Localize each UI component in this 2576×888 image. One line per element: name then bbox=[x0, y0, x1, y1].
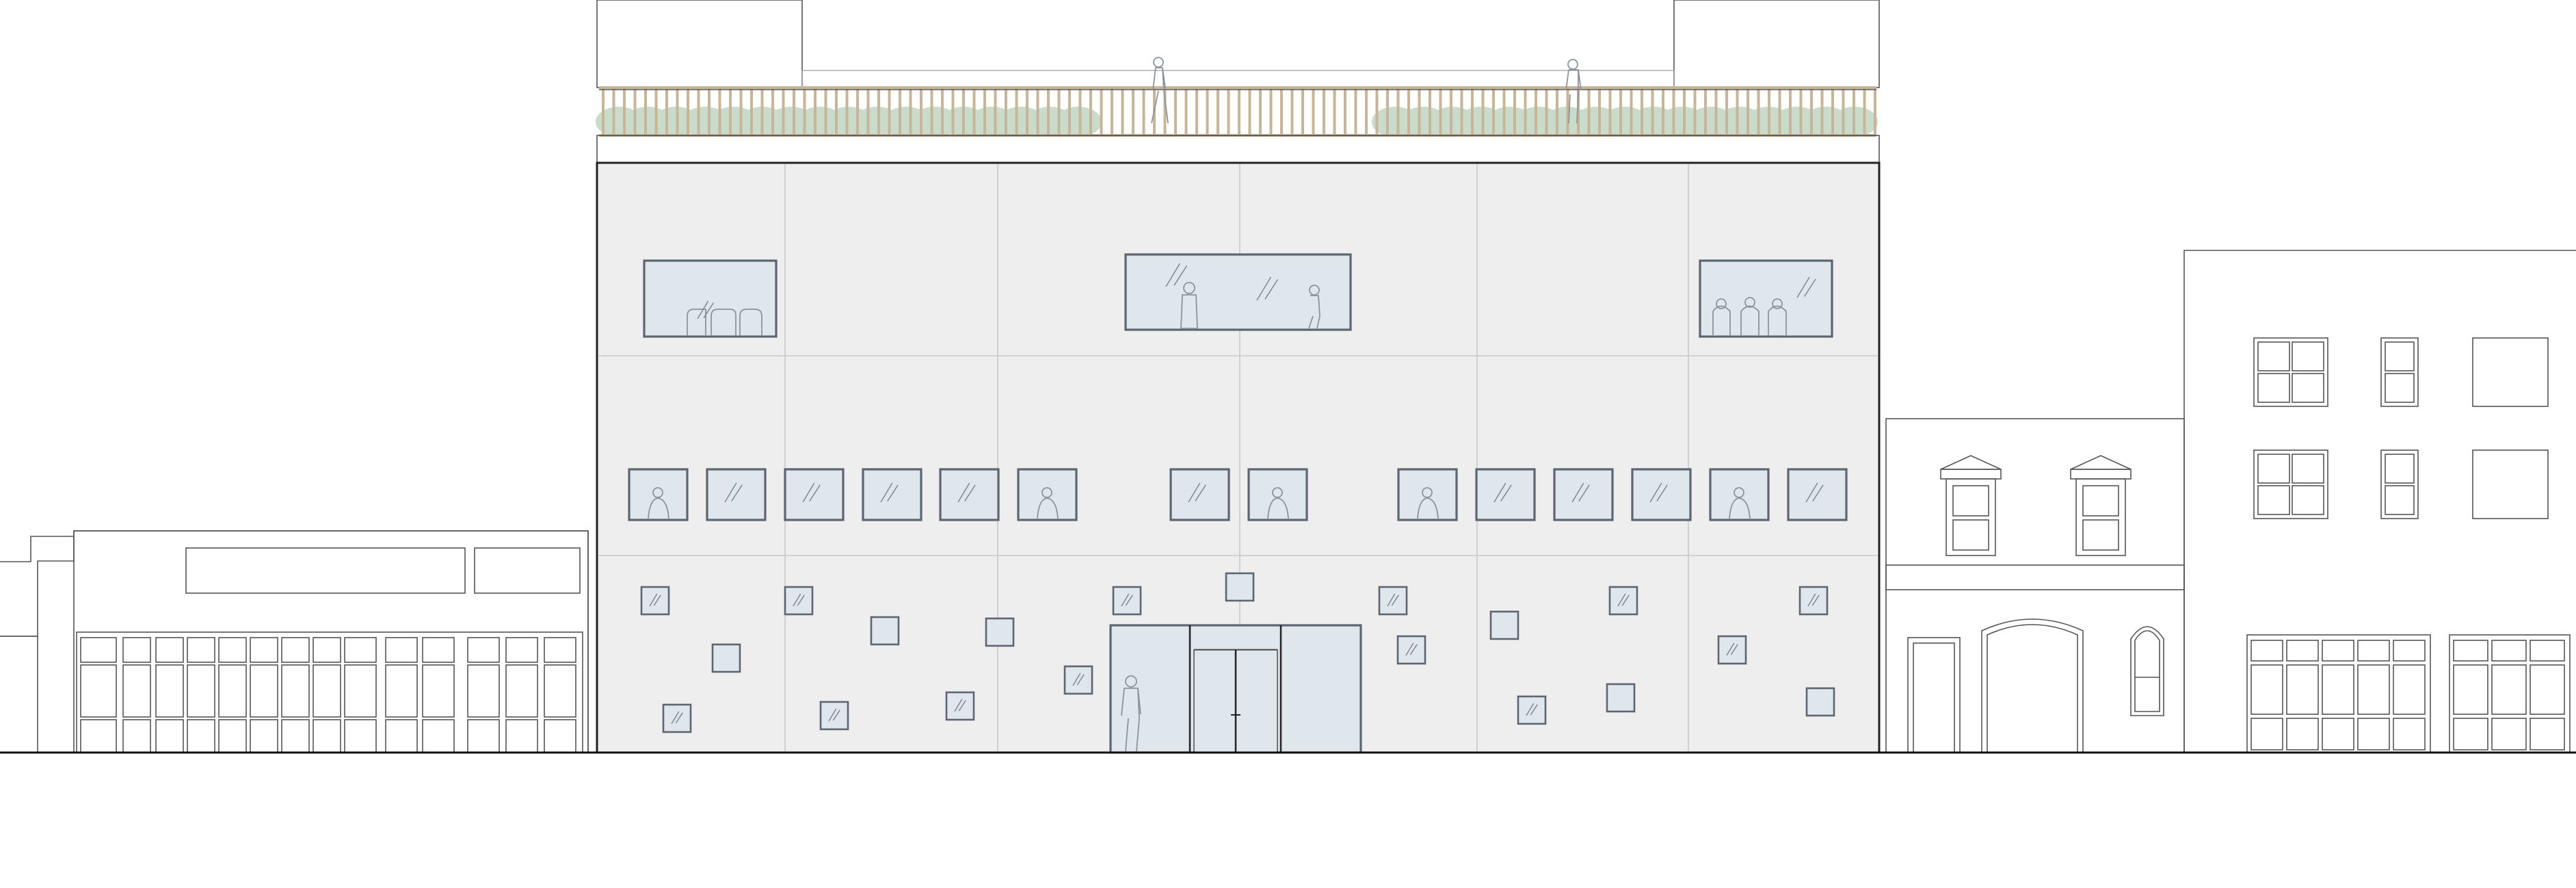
second-floor-windows bbox=[628, 468, 1848, 521]
window-ground-floor-square bbox=[1396, 635, 1426, 665]
window-ground-floor-square bbox=[1717, 635, 1747, 665]
roof-parapet bbox=[801, 70, 1675, 88]
arched-window bbox=[2130, 626, 2164, 716]
sign-panel-small bbox=[474, 547, 581, 594]
window-ground-floor-square bbox=[711, 643, 741, 673]
window-ground-floor-square bbox=[819, 701, 849, 731]
person-seated bbox=[648, 497, 669, 519]
window-second-floor bbox=[1017, 468, 1078, 521]
person-rooftop-walking bbox=[1151, 57, 1169, 124]
right-neighbour-brick bbox=[1885, 418, 2185, 753]
person-upper-centre-right bbox=[1308, 285, 1320, 329]
shopfront-frame bbox=[76, 631, 583, 753]
window-second-floor bbox=[1709, 468, 1770, 521]
sign-panel-large bbox=[185, 547, 466, 594]
window-ground-floor-square bbox=[1225, 572, 1255, 602]
roof-pavilion-right bbox=[1673, 0, 1880, 88]
roof-pavilion-left bbox=[596, 0, 803, 88]
right-shopfront-left bbox=[2246, 634, 2431, 753]
right-neighbour-tall bbox=[2183, 250, 2576, 753]
person-seated bbox=[1417, 497, 1439, 519]
shopfront-bays bbox=[80, 637, 576, 753]
pedimented-window-left bbox=[1940, 455, 2002, 556]
main-building bbox=[596, 0, 1881, 754]
window-ground-floor-square bbox=[1063, 665, 1093, 695]
main-entrance bbox=[1109, 624, 1362, 754]
blank-panel-middle bbox=[2472, 449, 2549, 519]
window-second-floor bbox=[1397, 468, 1458, 521]
planter-shrub bbox=[1055, 107, 1102, 137]
window-ground-floor-square bbox=[870, 616, 900, 646]
pedimented-window-right bbox=[2070, 455, 2132, 556]
window-ground-floor-square bbox=[784, 586, 814, 616]
window-upper-left bbox=[643, 259, 778, 338]
chairs-upper-right bbox=[1712, 297, 1787, 335]
person-seated bbox=[1729, 497, 1751, 519]
arched-doorway[interactable] bbox=[1981, 618, 2084, 753]
window-ground-floor-square bbox=[1798, 586, 1829, 616]
roof-railing bbox=[599, 86, 1876, 137]
window-ground-floor-square bbox=[1489, 610, 1519, 640]
window-ground-floor-square bbox=[945, 691, 975, 721]
window-narrow-upper bbox=[2380, 337, 2419, 407]
window-upper-centre bbox=[1124, 253, 1352, 331]
window-ground-floor-square bbox=[1606, 683, 1636, 713]
window-ground-floor-square bbox=[1112, 586, 1142, 616]
window-ground-floor-square bbox=[640, 586, 670, 616]
window-pair-upper bbox=[2253, 337, 2328, 407]
window-ground-floor-square bbox=[1517, 695, 1547, 725]
left-neighbour-shopfront bbox=[73, 530, 589, 753]
window-ground-floor-square bbox=[985, 617, 1015, 647]
ground-floor-windows bbox=[640, 572, 1835, 733]
right-shopfront-right bbox=[2449, 634, 2571, 753]
person-at-entrance bbox=[1121, 675, 1141, 752]
person-upper-centre-left bbox=[1180, 282, 1198, 329]
blank-panel-upper bbox=[2472, 337, 2549, 407]
window-second-floor bbox=[1631, 468, 1692, 521]
chairs-upper-left bbox=[687, 309, 762, 335]
window-second-floor bbox=[628, 468, 689, 521]
person-seated bbox=[1037, 497, 1059, 519]
person-rooftop-standing bbox=[1565, 59, 1582, 124]
window-ground-floor-square bbox=[1378, 586, 1408, 616]
person-seated bbox=[1267, 497, 1289, 519]
facade-panel-grid bbox=[598, 164, 1878, 751]
window-narrow-middle bbox=[2380, 449, 2419, 519]
side-door[interactable] bbox=[1907, 637, 1961, 753]
window-pair-middle bbox=[2253, 449, 2328, 519]
window-ground-floor-square bbox=[662, 703, 692, 733]
window-ground-floor-square bbox=[1805, 687, 1835, 717]
window-ground-floor-square bbox=[1608, 586, 1638, 616]
window-second-floor bbox=[1247, 468, 1308, 521]
roof-edge-band bbox=[596, 135, 1880, 164]
